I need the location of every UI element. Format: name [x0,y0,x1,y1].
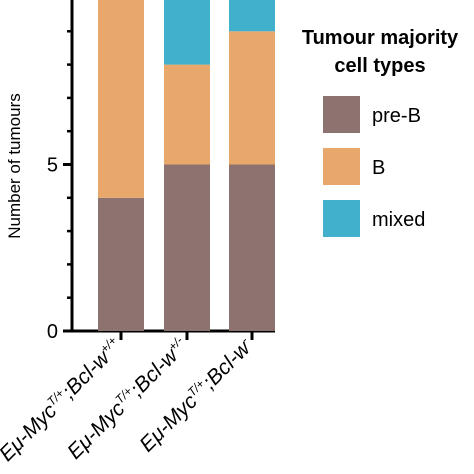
legend-title: Tumour majority [302,27,459,49]
bar-segment-mixed [164,0,210,65]
bars [98,0,275,331]
x-category-label: Eμ-MycT/+;Bcl-w- [135,334,258,457]
bar-segment-b [229,31,275,165]
legend-label-pre-b: pre-B [372,105,421,127]
x-tick-labels: Eμ-MycT/+;Bcl-w+/+Eμ-MycT/+;Bcl-w+/-Eμ-M… [0,334,258,466]
legend-swatch-b [323,148,360,185]
legend-label-b: B [372,157,385,179]
y-axis-label: Number of tumours [5,93,24,239]
y-tick-label: 5 [47,155,58,177]
bar-segment-b [164,64,210,165]
bar-segment-b [98,0,144,198]
x-category-label: Eμ-MycT/+;Bcl-w+/- [62,334,192,464]
legend-label-mixed: mixed [372,209,425,231]
legend-swatch-pre-b [323,96,360,133]
bar-segment-pre-b [98,197,144,331]
bar-segment-pre-b [229,164,275,331]
legend-title: cell types [334,55,425,77]
legend-swatch-mixed [323,200,360,237]
bar-segment-mixed [229,0,275,32]
bar-segment-pre-b [164,164,210,331]
y-tick-label: 0 [47,321,58,343]
